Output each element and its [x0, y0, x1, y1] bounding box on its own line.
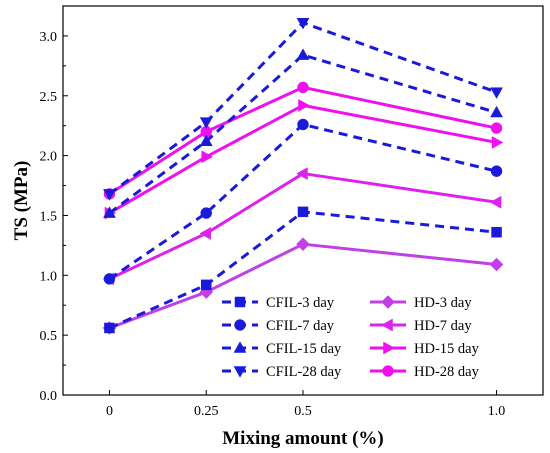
series-line	[108, 242, 497, 330]
series-layer	[102, 18, 504, 335]
legend-item: HD-7 day	[370, 318, 472, 334]
legend-item: CFIL-15 day	[222, 341, 342, 357]
legend-item: CFIL-3 day	[222, 295, 335, 311]
legend-label: HD-15 day	[414, 341, 480, 357]
series-cfil-3-day	[104, 206, 502, 334]
plot-area	[62, 5, 544, 396]
data-point	[297, 81, 309, 94]
series-line	[108, 172, 497, 281]
legend-label: HD-7 day	[414, 318, 472, 334]
plot-frame	[62, 5, 544, 396]
legend-marker	[381, 318, 393, 332]
data-point	[297, 118, 309, 131]
legend-marker	[233, 366, 247, 378]
series-line	[108, 21, 498, 196]
legend-marker	[233, 341, 247, 353]
series-cfil-28-day	[103, 18, 503, 201]
data-point	[200, 207, 212, 219]
legend-label: CFIL-28 day	[266, 364, 342, 380]
legend-marker	[381, 295, 395, 309]
x-tick-label: 0	[106, 404, 113, 419]
data-point	[103, 273, 116, 285]
data-point	[199, 134, 213, 147]
legend-marker	[383, 341, 395, 355]
data-point	[103, 189, 116, 201]
legend-item: CFIL-28 day	[222, 364, 342, 380]
data-point	[297, 206, 309, 218]
legend-label: CFIL-15 day	[266, 341, 342, 357]
legend-marker	[382, 365, 394, 377]
y-tick-label: 2.0	[40, 150, 58, 165]
legend-label: CFIL-3 day	[266, 295, 335, 311]
series-cfil-7-day	[103, 118, 503, 285]
data-point	[490, 87, 503, 99]
x-tick-label: 0.25	[194, 404, 219, 419]
y-tick-label: 1.0	[40, 269, 58, 284]
legend-label: HD-28 day	[414, 364, 480, 380]
data-point	[199, 117, 213, 129]
data-point	[104, 322, 115, 334]
legend-item: HD-15 day	[370, 341, 480, 357]
data-point	[296, 167, 308, 180]
data-point	[490, 122, 503, 134]
data-point	[490, 105, 503, 118]
x-tick-label: 0.5	[294, 404, 312, 419]
y-tick-label: 3.0	[40, 30, 58, 45]
series-line	[108, 53, 497, 215]
data-point	[491, 226, 502, 238]
x-tick-label: 1.0	[488, 404, 506, 419]
y-axis-title: TS (MPa)	[11, 161, 32, 241]
legend: CFIL-3 day CFIL-7 day CFIL-15 day CFIL-28 d…	[222, 295, 480, 380]
legend-item: HD-28 day	[370, 364, 480, 380]
data-point	[490, 165, 503, 177]
y-tick-label: 1.5	[40, 209, 58, 224]
legend-marker	[234, 296, 246, 308]
x-axis-ticks: 0 0.25 0.5 1.0	[106, 390, 505, 419]
data-point	[296, 237, 310, 252]
data-point	[199, 226, 211, 240]
series-line	[108, 210, 497, 330]
data-point	[296, 48, 310, 60]
series-cfil-15-day	[103, 48, 503, 218]
x-axis-title: Mixing amount (%)	[222, 428, 384, 449]
data-point	[200, 279, 212, 291]
data-point	[491, 136, 504, 149]
legend-label: CFIL-7 day	[266, 318, 335, 334]
y-tick-label: 0.5	[40, 329, 58, 344]
legend-item: HD-3 day	[370, 295, 472, 311]
y-tick-label: 2.5	[40, 90, 58, 105]
series-line	[108, 85, 497, 196]
series-line	[108, 103, 497, 215]
series-line	[108, 122, 497, 281]
legend-label: HD-3 day	[414, 295, 472, 311]
legend-marker	[234, 319, 246, 331]
data-point	[201, 150, 213, 164]
legend-item: CFIL-7 day	[222, 318, 335, 334]
data-point	[296, 18, 310, 30]
y-tick-label: 0.0	[40, 389, 58, 404]
data-point	[489, 195, 502, 209]
data-point	[489, 257, 504, 272]
data-point	[298, 98, 310, 112]
y-axis-ticks: 0.0 0.5 1.0 1.5 2.0 2.5 3.0	[40, 30, 68, 404]
data-point	[103, 206, 116, 218]
